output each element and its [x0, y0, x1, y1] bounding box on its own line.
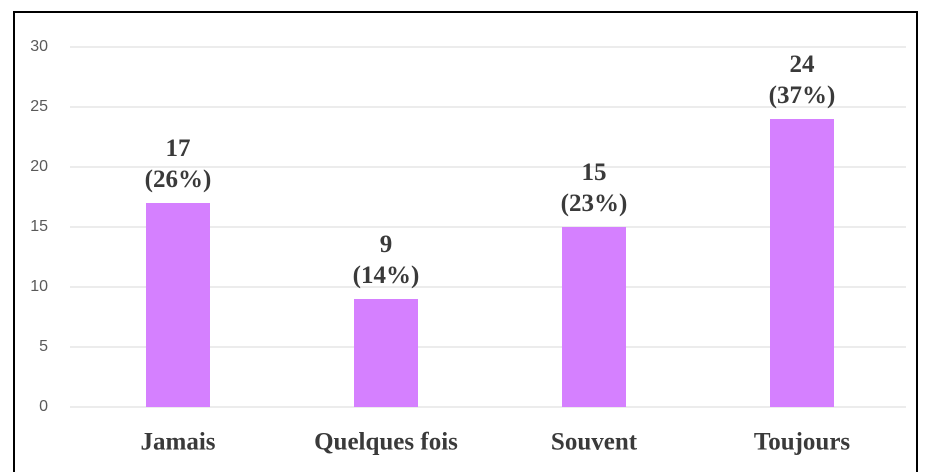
chart-frame	[13, 11, 918, 472]
y-tick-label: 0	[39, 398, 48, 415]
y-tick-label: 20	[30, 158, 48, 175]
bar	[354, 299, 418, 407]
data-label: 24 (37%)	[768, 51, 836, 109]
x-tick-label: Jamais	[141, 429, 216, 456]
x-tick-label: Toujours	[754, 429, 851, 456]
x-tick-label: Souvent	[551, 429, 638, 456]
y-tick-label: 10	[30, 278, 48, 295]
bar	[562, 227, 626, 407]
x-tick-label: Quelques fois	[314, 429, 458, 456]
y-tick-label: 25	[30, 98, 48, 115]
data-label: 17 (26%)	[144, 135, 212, 193]
bar	[770, 119, 834, 407]
y-tick-label: 30	[30, 38, 48, 55]
data-label: 15 (23%)	[560, 159, 628, 217]
y-tick-label: 5	[39, 338, 48, 355]
y-tick-label: 15	[30, 218, 48, 235]
data-label: 9 (14%)	[352, 231, 420, 289]
bar	[146, 203, 210, 407]
